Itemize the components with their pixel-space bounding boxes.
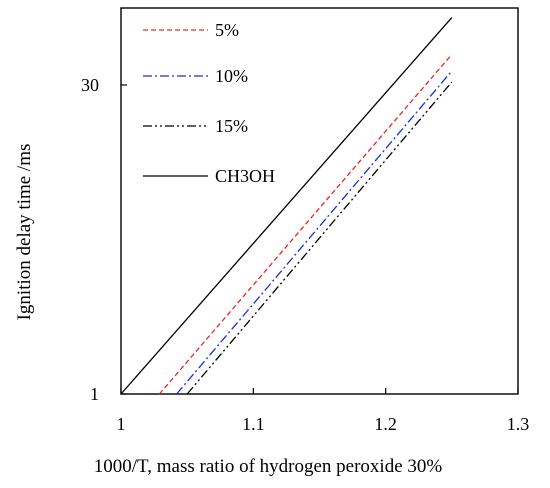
plot-area-frame bbox=[120, 7, 519, 395]
ticks-layer: 1 1.1 1.2 1.3 1 30 bbox=[81, 75, 529, 434]
legend-label-10: 10% bbox=[215, 66, 248, 86]
y-tick-label: 30 bbox=[81, 75, 99, 95]
x-tick-label: 1.3 bbox=[507, 414, 530, 434]
legend-label-5: 5% bbox=[215, 20, 239, 40]
legend-label-ch3oh: CH3OH bbox=[215, 166, 275, 186]
series-line-ch3oh bbox=[120, 17, 453, 395]
series-line-10 bbox=[176, 70, 453, 395]
x-tick-label: 1.1 bbox=[242, 414, 265, 434]
plot-frame-layer bbox=[120, 7, 519, 395]
y-axis-title: Ignition delay time /ms bbox=[14, 144, 35, 321]
x-tick-label: 1.2 bbox=[374, 414, 397, 434]
x-tick-label: 1 bbox=[117, 414, 126, 434]
x-axis-title: 1000/T, mass ratio of hydrogen peroxide … bbox=[94, 456, 443, 477]
series-line-5 bbox=[158, 53, 453, 395]
series-line-15 bbox=[186, 81, 453, 395]
y-tick-label: 1 bbox=[90, 384, 99, 404]
series-layer bbox=[120, 17, 453, 395]
legend-label-15: 15% bbox=[215, 116, 248, 136]
legend-layer: 5% 10% 15% CH3OH bbox=[143, 20, 275, 186]
